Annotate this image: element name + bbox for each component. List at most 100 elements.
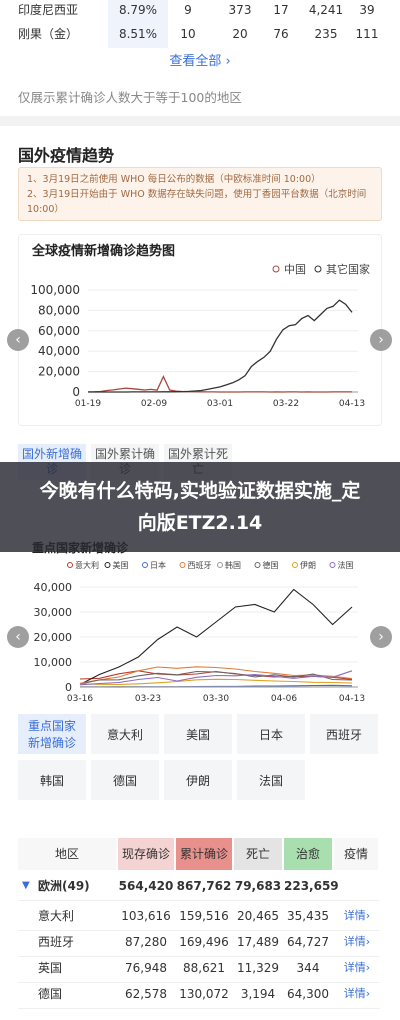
x-tick-label: 03-23 <box>135 694 161 704</box>
country-button[interactable]: 日本 <box>237 714 305 754</box>
series-line <box>88 299 353 393</box>
cell: 130,072 <box>179 987 229 1001</box>
view-all[interactable]: 查看全部 › <box>169 54 231 69</box>
country-button[interactable]: 法国 <box>237 760 305 800</box>
cell: 88,621 <box>183 961 225 975</box>
divider <box>0 116 400 126</box>
table: 地区 现存确诊 累计确诊 死亡 治愈 疫情 ▼ 欧洲(49) 564,420 867,762 79,… <box>18 838 380 1020</box>
detail-link[interactable]: 详情› <box>343 961 371 974</box>
series-line <box>79 588 353 685</box>
y-tick-label: 100,000 <box>30 283 80 297</box>
section-title: 国外疫情趋势 <box>18 146 115 165</box>
legend-label: 伊朗 <box>300 560 316 570</box>
x-tick-label: 04-13 <box>339 694 365 704</box>
legend-label: 德国 <box>263 560 279 570</box>
cell: 欧洲(49) <box>38 879 90 893</box>
series-line <box>87 374 352 393</box>
country-button[interactable]: 重点国家新增确诊 <box>18 714 86 754</box>
legend-marker <box>254 562 261 568</box>
y-tick-label: 40,000 <box>38 344 80 358</box>
header-cell: 地区 <box>18 838 116 870</box>
cell: 76 <box>273 27 289 41</box>
legend-marker <box>142 562 148 568</box>
legend-label: 意大利 <box>75 560 99 570</box>
x-tick-label: 03-22 <box>273 399 299 409</box>
row-line <box>18 1008 380 1009</box>
country-button[interactable]: 美国 <box>164 714 232 754</box>
next-arrow[interactable]: › <box>370 329 392 351</box>
cell: 17 <box>273 3 289 17</box>
y-tick-label: 30,000 <box>34 606 73 619</box>
cell: 169,496 <box>179 935 229 949</box>
x-tick-label: 04-06 <box>271 694 297 704</box>
legend-label: 中国 <box>284 263 306 276</box>
detail-text[interactable]: 详情 <box>343 961 366 974</box>
cell: 373 <box>228 3 252 17</box>
y-tick-label: 20,000 <box>34 631 73 644</box>
detail-text[interactable]: 详情 <box>343 987 366 1000</box>
series-line <box>79 678 353 686</box>
legend-marker <box>329 562 336 568</box>
x-tick-label: 02-09 <box>141 399 167 409</box>
cell: 20 <box>232 27 248 41</box>
note: 1、3月19日之前使用 WHO 每日公布的数据（中欧标准时间 10:00） <box>27 174 321 185</box>
footnote: 仅展示累计确诊人数大于等于100的地区 <box>18 90 242 105</box>
x-tick-label: 03-01 <box>207 399 233 409</box>
cell: 11,329 <box>237 961 279 975</box>
prev-arrow[interactable]: ‹ <box>7 626 29 648</box>
banner: 今晚有什么特码,实地验证数据实施_定向版ETZ2.14 <box>0 462 400 552</box>
cell: 76,948 <box>125 961 167 975</box>
chart: 重点国家新增确诊意大利美国日本西班牙韩国德国伊朗法国010,00020,0003… <box>32 540 365 704</box>
legend-marker <box>314 265 322 273</box>
row-line <box>18 900 380 901</box>
cell: 4,241 <box>308 3 344 17</box>
detail-link[interactable]: 详情› <box>343 935 371 948</box>
x-tick-label: 03-30 <box>203 694 229 704</box>
top-table: 印度尼西亚 8.79% 9 373 17 4,241 39 刚果（金） 8.51% 10 20 76 2… <box>0 0 400 50</box>
notice-box: 1、3月19日之前使用 WHO 每日公布的数据（中欧标准时间 10:00） 2、… <box>18 167 382 221</box>
series-line <box>79 670 353 686</box>
cell: 159,516 <box>179 909 229 923</box>
cell: 8.79% <box>118 3 158 17</box>
header-cell: 疫情 <box>334 838 378 870</box>
x-tick-label: 01-19 <box>75 399 101 409</box>
prev-arrow[interactable]: ‹ <box>7 329 29 351</box>
country-button[interactable]: 德国 <box>91 760 159 800</box>
country-button[interactable]: 意大利 <box>91 714 159 754</box>
cell: 意大利 <box>38 909 75 923</box>
detail-text[interactable]: 详情 <box>343 909 366 922</box>
legend-label: 日本 <box>150 560 166 570</box>
header-cell: 累计确诊 <box>176 838 232 870</box>
cell: 344 <box>296 961 320 975</box>
header-cell: 死亡 <box>234 838 282 870</box>
cell: 223,659 <box>284 879 339 893</box>
detail-link[interactable]: 详情› <box>343 909 371 922</box>
rate-bg <box>108 0 168 24</box>
series-line <box>79 670 353 685</box>
cell: 8.51% <box>118 27 158 41</box>
country-button[interactable]: 韩国 <box>18 760 86 800</box>
cell: 西班牙 <box>38 935 75 949</box>
next-arrow[interactable]: › <box>370 626 392 648</box>
detail-text[interactable]: 详情 <box>343 935 366 948</box>
cell: 9 <box>184 3 192 17</box>
country-button[interactable]: 西班牙 <box>310 714 378 754</box>
note: 2、3月19日开始由于 WHO 数据存在缺失问题，使用丁香园平台数据（北京时间 … <box>27 189 367 215</box>
cell: 英国 <box>38 961 63 975</box>
cell: 103,616 <box>121 909 171 923</box>
legend-label: 韩国 <box>225 560 241 570</box>
detail-link[interactable]: 详情› <box>343 987 371 1000</box>
cell: 564,420 <box>118 879 174 893</box>
y-tick-label: 60,000 <box>38 324 80 338</box>
row-line <box>18 982 380 983</box>
cell: 87,280 <box>125 935 167 949</box>
rate-bg <box>108 24 168 48</box>
view-all-text[interactable]: 查看全部 <box>169 54 222 69</box>
cell: 867,762 <box>176 879 232 893</box>
cell: 62,578 <box>125 987 167 1001</box>
cell: 印度尼西亚 <box>18 3 79 17</box>
legend-marker <box>217 562 223 568</box>
cell: 64,300 <box>287 987 329 1001</box>
country-button[interactable]: 伊朗 <box>164 760 232 800</box>
